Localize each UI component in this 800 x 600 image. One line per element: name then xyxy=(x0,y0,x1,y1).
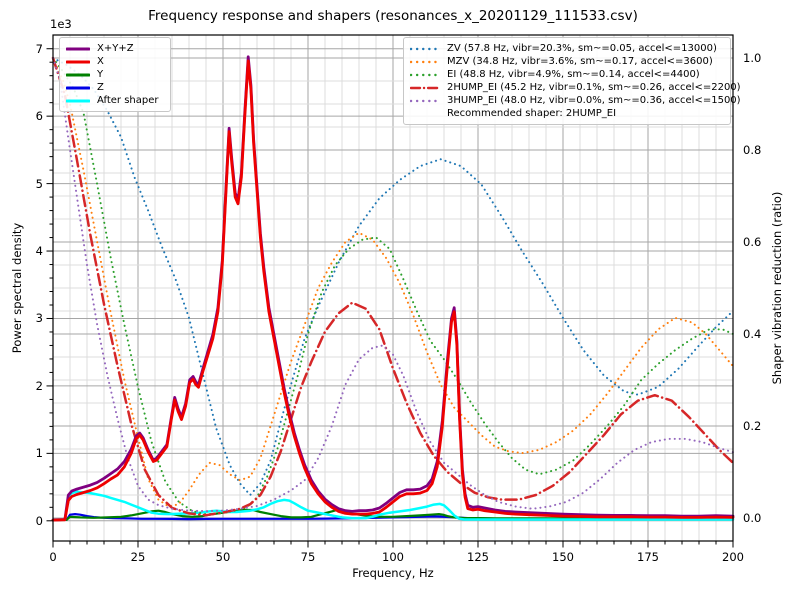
legend-item-label: Recommended shaper: 2HUMP_EI xyxy=(447,108,617,119)
y-axis-label-left: Power spectral density xyxy=(10,222,24,354)
x-tick-label: 75 xyxy=(300,550,316,564)
x-tick-label: 200 xyxy=(722,550,744,564)
series-2hump-ei xyxy=(51,56,735,517)
series-ei xyxy=(52,57,734,516)
legend-series-box: X+Y+Z X Y Z After shaper xyxy=(59,37,171,112)
y-tick-label-right: 0.2 xyxy=(743,419,762,433)
x-tick-label: 25 xyxy=(130,550,146,564)
y-tick-label-left: 2 xyxy=(35,378,43,393)
x-tick-label: 0 xyxy=(49,550,57,564)
y-tick-label-right: 0.6 xyxy=(743,235,762,249)
legend-line-sample xyxy=(66,73,90,77)
legend-item-label: EI (48.8 Hz, vibr=4.9%, sm~=0.14, accel<… xyxy=(447,69,700,80)
line xyxy=(733,0,740,150)
legend-item: X xyxy=(66,56,163,68)
y-tick-label-right: 1.0 xyxy=(743,51,762,65)
y-tick-label-right: 0.8 xyxy=(743,143,762,157)
x-tick-label: 150 xyxy=(552,550,574,564)
y-axis-label-right: Shaper vibration reduction (ratio) xyxy=(770,191,784,385)
y-tick-label-left: 4 xyxy=(35,244,43,259)
y-tick-label-left: 5 xyxy=(35,176,43,191)
chart-title: Frequency response and shapers (resonanc… xyxy=(148,8,638,24)
legend-item-label: 2HUMP_EI (45.2 Hz, vibr=0.1%, sm~=0.26, … xyxy=(447,82,741,93)
y-tick-label-left: 7 xyxy=(35,41,43,56)
line xyxy=(733,0,740,518)
legend-item-label: 3HUMP_EI (48.0 Hz, vibr=0.0%, sm~=0.36, … xyxy=(447,95,741,106)
line xyxy=(733,0,740,426)
legend-line-sample xyxy=(410,86,440,90)
series-after-shaper xyxy=(51,490,735,522)
legend-item: ZV (57.8 Hz, vibr=20.3%, sm~=0.05, accel… xyxy=(410,43,723,55)
y-tick-label-left: 6 xyxy=(35,109,43,124)
legend-item: Recommended shaper: 2HUMP_EI xyxy=(410,108,723,120)
legend-item: Y xyxy=(66,69,163,81)
legend-line-sample xyxy=(66,60,90,64)
legend-item-label: After shaper xyxy=(97,95,159,106)
legend-line-sample xyxy=(410,111,440,117)
line xyxy=(733,0,740,58)
legend-item-label: MZV (34.8 Hz, vibr=3.6%, sm~=0.17, accel… xyxy=(447,56,713,67)
legend-item: EI (48.8 Hz, vibr=4.9%, sm~=0.14, accel<… xyxy=(410,69,723,81)
legend-shapers-box: ZV (57.8 Hz, vibr=20.3%, sm~=0.05, accel… xyxy=(403,37,741,125)
y-tick-label-right: 0.4 xyxy=(743,327,762,341)
legend-line-sample xyxy=(66,99,90,103)
x-tick-label: 50 xyxy=(215,550,231,564)
series-3hump-ei xyxy=(52,57,734,513)
legend-item: 2HUMP_EI (45.2 Hz, vibr=0.1%, sm~=0.26, … xyxy=(410,82,741,94)
y-tick-label-right: 0.0 xyxy=(743,511,762,525)
legend-item-label: ZV (57.8 Hz, vibr=20.3%, sm~=0.05, accel… xyxy=(447,43,717,54)
legend-item-label: X+Y+Z xyxy=(97,43,134,54)
line xyxy=(733,0,740,334)
series-zv xyxy=(52,57,734,496)
legend-item: MZV (34.8 Hz, vibr=3.6%, sm~=0.17, accel… xyxy=(410,56,723,68)
legend-line-sample xyxy=(66,47,90,51)
legend-line-sample xyxy=(410,60,440,64)
legend-line-sample xyxy=(410,73,440,77)
series-x xyxy=(51,59,735,522)
legend-line-sample xyxy=(66,86,90,90)
x-tick-label: 100 xyxy=(382,550,404,564)
y-tick-label-left: 0 xyxy=(35,513,43,528)
legend-item: After shaper xyxy=(66,95,163,107)
legend-item-label: Y xyxy=(97,69,104,80)
x-axis-label: Frequency, Hz xyxy=(352,566,434,580)
legend-line-sample xyxy=(410,99,440,103)
line xyxy=(733,0,740,242)
legend-item: X+Y+Z xyxy=(66,43,163,55)
x-tick-label: 125 xyxy=(467,550,489,564)
legend-item-label: Z xyxy=(97,82,104,93)
legend-item: 3HUMP_EI (48.0 Hz, vibr=0.0%, sm~=0.36, … xyxy=(410,95,741,107)
legend-item-label: X xyxy=(97,56,104,67)
series-mzv xyxy=(52,57,734,508)
y-tick-label-left: 3 xyxy=(35,311,43,326)
axis-offset-text: 1e3 xyxy=(50,17,72,31)
legend-line-sample xyxy=(410,47,440,51)
x-tick-label: 175 xyxy=(637,550,659,564)
y-tick-label-left: 1 xyxy=(35,446,43,461)
legend-item: Z xyxy=(66,82,163,94)
